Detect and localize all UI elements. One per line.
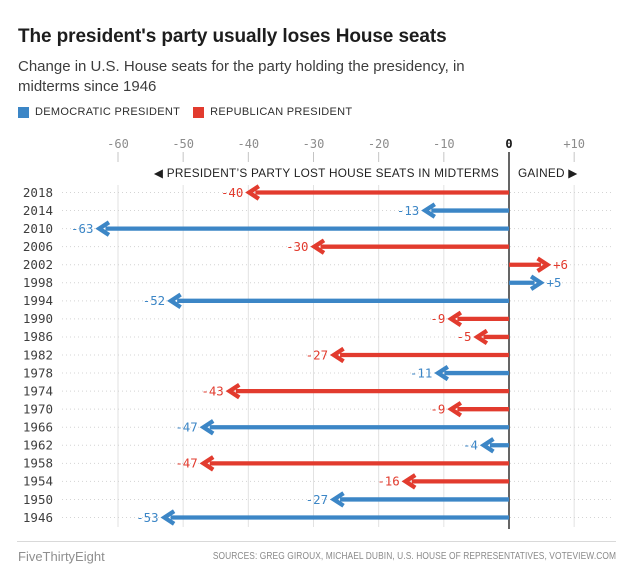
republican-swatch-icon bbox=[193, 106, 205, 118]
value-label: -63 bbox=[71, 221, 93, 236]
axis-tick-label: -40 bbox=[237, 137, 259, 151]
arrowhead-icon bbox=[529, 274, 545, 291]
arrowhead-icon bbox=[245, 184, 261, 201]
year-label: 1974 bbox=[23, 383, 53, 398]
axis-tick-label: -20 bbox=[368, 137, 390, 151]
legend: DEMOCRATIC PRESIDENT REPUBLICAN PRESIDEN… bbox=[18, 106, 352, 118]
value-label: +5 bbox=[547, 275, 562, 290]
value-label: -47 bbox=[175, 456, 197, 471]
year-label: 2014 bbox=[23, 203, 53, 218]
value-label: -47 bbox=[175, 420, 197, 435]
value-label: -9 bbox=[430, 311, 445, 326]
arrowhead-icon bbox=[95, 220, 111, 237]
arrowhead-icon bbox=[199, 455, 215, 472]
axis-tick-label: -30 bbox=[303, 137, 325, 151]
arrowhead-icon bbox=[473, 328, 489, 346]
value-label: -30 bbox=[286, 239, 308, 254]
footer-divider bbox=[17, 541, 616, 542]
arrowhead-icon bbox=[199, 419, 215, 436]
chart-subtitle: Change in U.S. House seats for the party… bbox=[18, 58, 465, 95]
rows-layer: 2018 -40 2014 -13 2010 -63 2006 -30 2002 +6 1998 +5… bbox=[23, 184, 612, 526]
year-label: 1994 bbox=[23, 293, 53, 308]
arrowhead-icon bbox=[447, 401, 463, 418]
year-label: 2010 bbox=[23, 221, 53, 236]
axis-tick-label: +10 bbox=[563, 137, 585, 151]
arrowhead-icon bbox=[329, 491, 345, 508]
year-label: 1958 bbox=[23, 456, 53, 471]
page-title: The president's party usually loses Hous… bbox=[18, 25, 447, 47]
value-label: -52 bbox=[143, 293, 165, 308]
legend-label-republican: REPUBLICAN PRESIDENT bbox=[210, 106, 353, 118]
legend-item-democratic: DEMOCRATIC PRESIDENT bbox=[18, 106, 180, 118]
year-label: 1986 bbox=[23, 329, 53, 344]
axis-layer: -60 -50 -40 -30 -20 -10 0 +10 bbox=[107, 137, 585, 151]
value-label: -4 bbox=[463, 438, 478, 453]
value-label: -43 bbox=[201, 383, 223, 398]
value-label: -11 bbox=[410, 365, 432, 380]
value-label: -16 bbox=[377, 474, 399, 489]
year-label: 1962 bbox=[23, 438, 53, 453]
year-label: 1966 bbox=[23, 420, 53, 435]
year-label: 2018 bbox=[23, 185, 53, 200]
value-label: +6 bbox=[553, 257, 568, 272]
value-label: -53 bbox=[136, 510, 158, 525]
lost-direction-label: ◀ PRESIDENT’S PARTY LOST HOUSE SEATS IN … bbox=[154, 166, 499, 180]
year-label: 1982 bbox=[23, 347, 53, 362]
grid-layer bbox=[117, 152, 575, 529]
arrowhead-icon bbox=[479, 437, 495, 454]
arrowhead-icon bbox=[447, 310, 463, 327]
arrowhead-icon bbox=[421, 202, 436, 219]
year-label: 1990 bbox=[23, 311, 53, 326]
democratic-swatch-icon bbox=[18, 106, 29, 118]
midterm-seats-chart: -60 -50 -40 -30 -20 -10 0 +10 ◀ PRESIDENT’S PAR… bbox=[23, 137, 612, 529]
fivethirtyeight-logo: FiveThirtyEight bbox=[18, 549, 105, 564]
year-label: 2006 bbox=[23, 239, 53, 254]
value-label: -5 bbox=[456, 329, 471, 344]
year-label: 1950 bbox=[23, 492, 53, 507]
axis-tick-label: -10 bbox=[433, 137, 455, 151]
arrowhead-icon bbox=[160, 509, 176, 526]
gained-direction-label: GAINED ▶ bbox=[518, 166, 578, 180]
axis-tick-label: 0 bbox=[505, 137, 512, 151]
arrowhead-icon bbox=[310, 238, 326, 255]
arrowhead-icon bbox=[225, 383, 241, 400]
arrowhead-icon bbox=[329, 346, 345, 364]
legend-item-republican: REPUBLICAN PRESIDENT bbox=[193, 106, 352, 118]
value-label: -9 bbox=[430, 401, 445, 416]
arrowhead-icon bbox=[166, 292, 182, 309]
arrowhead-icon bbox=[434, 364, 449, 382]
value-label: -13 bbox=[397, 203, 419, 218]
value-label: -40 bbox=[221, 185, 243, 200]
year-label: 2002 bbox=[23, 257, 53, 272]
year-label: 1998 bbox=[23, 275, 53, 290]
year-label: 1970 bbox=[23, 401, 53, 416]
arrowhead-icon bbox=[401, 473, 417, 490]
year-label: 1946 bbox=[23, 510, 53, 525]
value-label: -27 bbox=[306, 347, 328, 362]
legend-label-democratic: DEMOCRATIC PRESIDENT bbox=[35, 106, 181, 118]
value-label: -27 bbox=[306, 492, 328, 507]
year-label: 1954 bbox=[23, 474, 53, 489]
year-label: 1978 bbox=[23, 365, 53, 380]
axis-tick-label: -60 bbox=[107, 137, 129, 151]
arrowhead-icon bbox=[536, 256, 552, 273]
axis-tick-label: -50 bbox=[172, 137, 194, 151]
sources-credit: SOURCES: GREG GIROUX, MICHAEL DUBIN, U.S… bbox=[212, 551, 616, 562]
